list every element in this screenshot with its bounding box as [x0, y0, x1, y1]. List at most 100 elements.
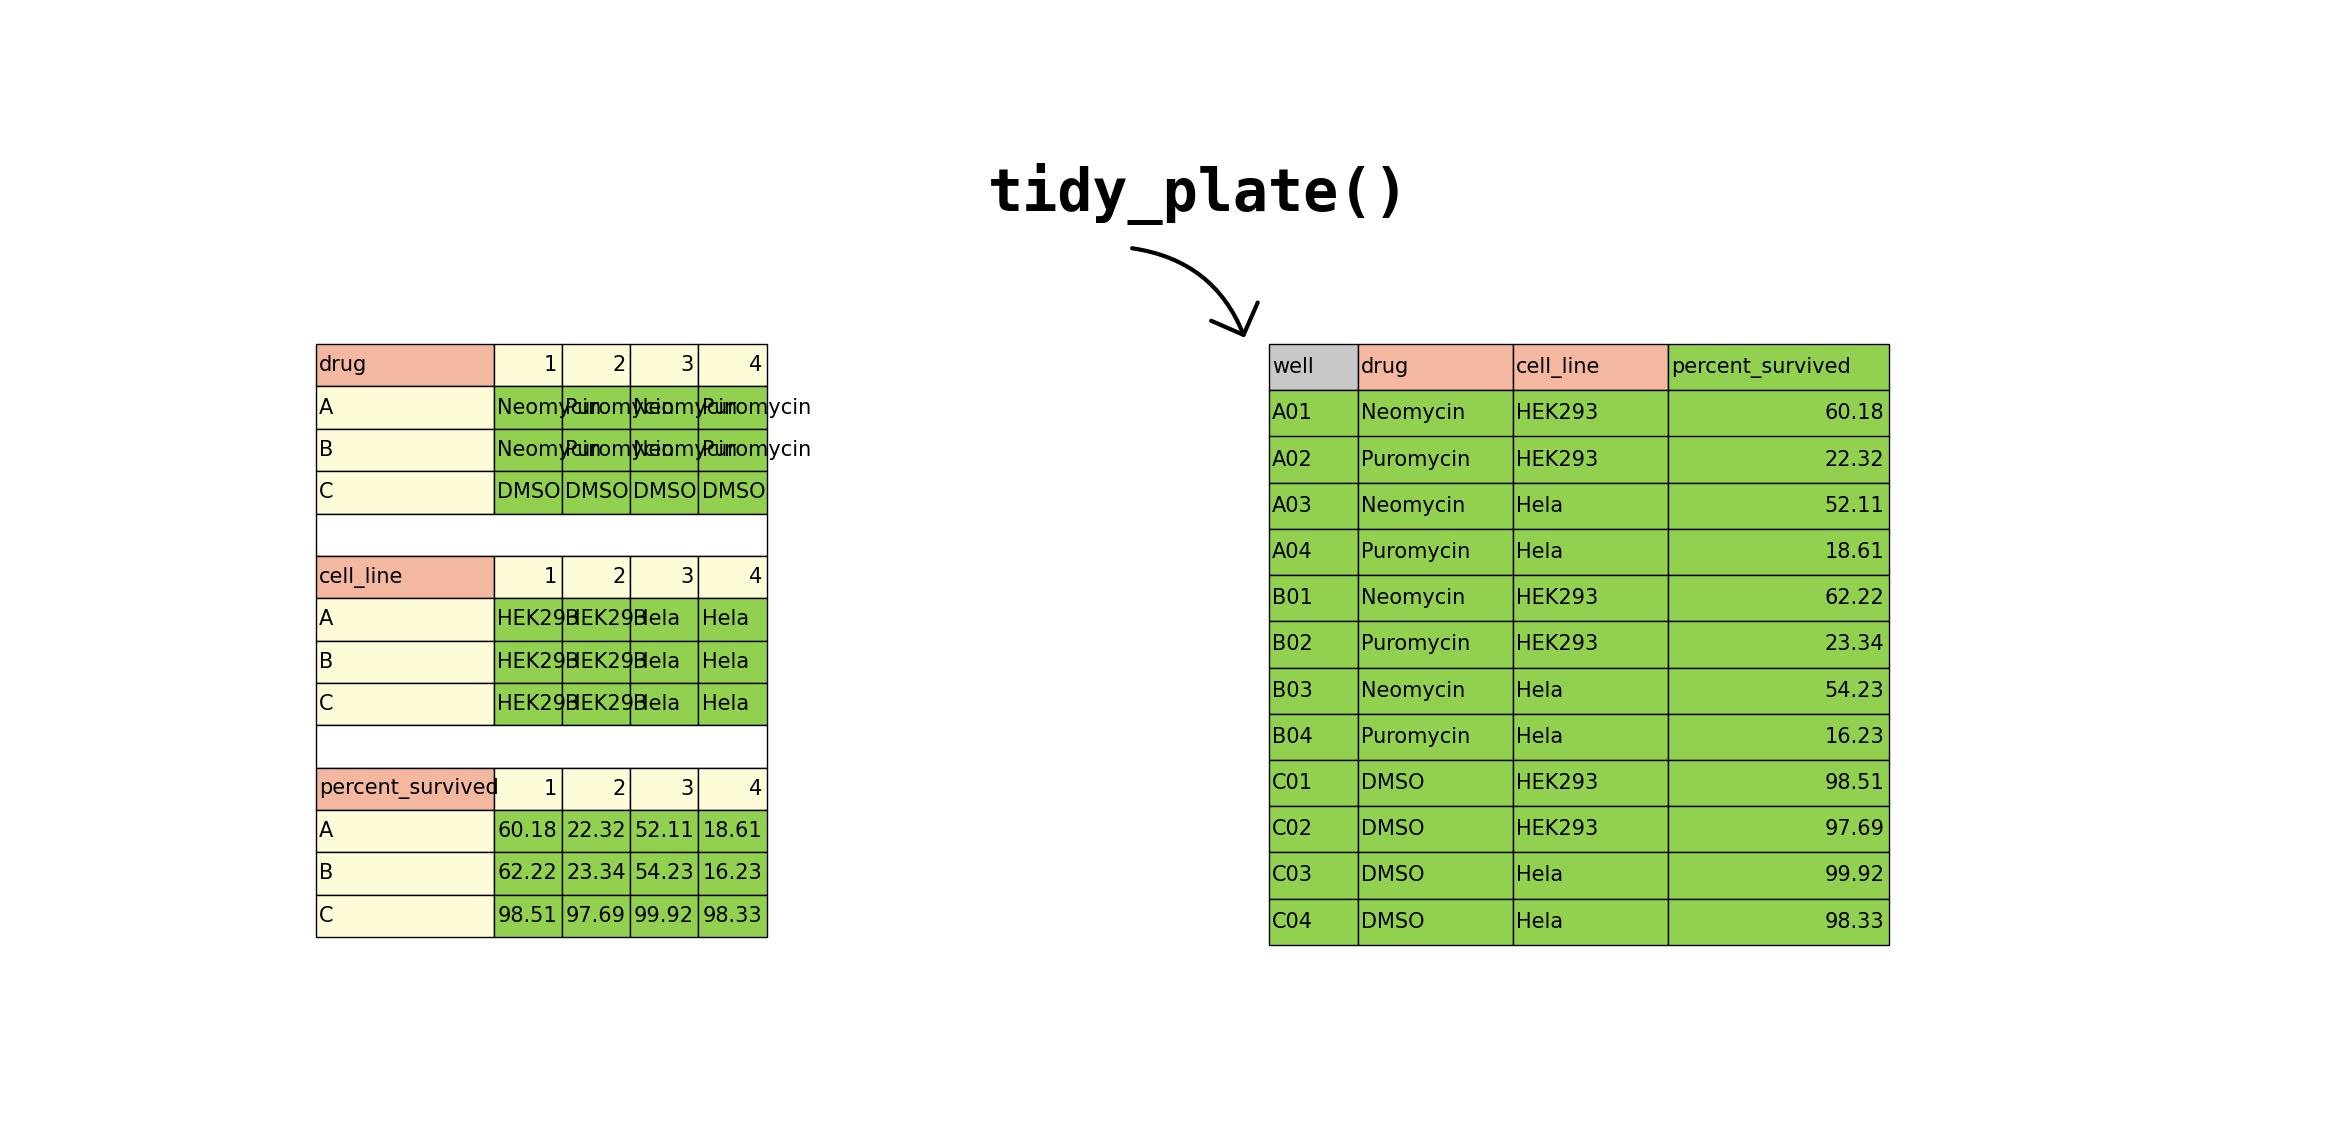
Bar	[699, 344, 767, 386]
Text: HEK293: HEK293	[1516, 634, 1598, 655]
Text: 2: 2	[613, 568, 625, 587]
Bar	[1359, 437, 1513, 482]
Bar	[1268, 852, 1359, 899]
Bar	[561, 429, 629, 471]
Bar	[699, 598, 767, 640]
Text: B: B	[318, 440, 332, 460]
Bar	[629, 640, 699, 683]
Bar	[1668, 437, 1890, 482]
Text: C04: C04	[1272, 911, 1312, 932]
Text: Neomycin: Neomycin	[496, 440, 601, 460]
Bar	[1268, 806, 1359, 852]
Bar	[1359, 344, 1513, 390]
Bar	[1513, 806, 1668, 852]
Text: drug: drug	[318, 355, 367, 376]
Text: 18.61: 18.61	[702, 821, 763, 841]
Bar	[1668, 760, 1890, 806]
Bar	[629, 386, 699, 429]
Text: 98.51: 98.51	[498, 906, 557, 926]
Text: A04: A04	[1272, 543, 1312, 562]
Bar	[1359, 575, 1513, 621]
Bar	[1268, 529, 1359, 575]
Text: 98.51: 98.51	[1824, 773, 1885, 793]
Bar	[629, 852, 699, 894]
Text: Hela: Hela	[1516, 726, 1562, 747]
Text: HEK293: HEK293	[1516, 403, 1598, 423]
Text: 99.92: 99.92	[1824, 865, 1885, 885]
Bar	[629, 556, 699, 598]
Text: 54.23: 54.23	[634, 864, 695, 883]
Bar	[699, 556, 767, 598]
Text: Hela: Hela	[634, 651, 681, 672]
Text: 4: 4	[748, 355, 763, 376]
Text: percent_survived: percent_survived	[1670, 356, 1850, 378]
Text: 97.69: 97.69	[1824, 819, 1885, 839]
Bar	[1513, 621, 1668, 667]
Text: DMSO: DMSO	[1361, 773, 1424, 793]
Bar	[1668, 899, 1890, 944]
Bar	[561, 640, 629, 683]
Bar	[561, 386, 629, 429]
Bar	[494, 767, 561, 810]
Text: DMSO: DMSO	[1361, 819, 1424, 839]
Text: A03: A03	[1272, 496, 1312, 515]
Bar	[629, 894, 699, 938]
Text: 16.23: 16.23	[1824, 726, 1885, 747]
Bar	[561, 894, 629, 938]
Bar	[699, 471, 767, 513]
Text: B: B	[318, 651, 332, 672]
Text: 98.33: 98.33	[702, 906, 763, 926]
Text: 97.69: 97.69	[566, 906, 625, 926]
Bar	[1268, 390, 1359, 437]
Text: DMSO: DMSO	[634, 482, 697, 503]
Bar	[699, 640, 767, 683]
Text: well: well	[1272, 358, 1315, 377]
Text: tidy_plate(): tidy_plate()	[987, 163, 1408, 225]
Bar	[1668, 852, 1890, 899]
Bar	[1513, 852, 1668, 899]
Bar	[1359, 714, 1513, 760]
Bar	[316, 598, 494, 640]
Text: 23.34: 23.34	[1824, 634, 1885, 655]
Text: C02: C02	[1272, 819, 1312, 839]
Bar	[1359, 621, 1513, 667]
Bar	[629, 767, 699, 810]
Bar	[561, 556, 629, 598]
Bar	[1268, 575, 1359, 621]
Text: DMSO: DMSO	[1361, 865, 1424, 885]
Text: A: A	[318, 397, 332, 418]
Bar	[1513, 344, 1668, 390]
Text: 1: 1	[545, 568, 557, 587]
Bar	[1513, 714, 1668, 760]
Text: 22.32: 22.32	[1824, 449, 1885, 470]
Text: Neomycin: Neomycin	[1361, 681, 1464, 700]
Bar	[1359, 390, 1513, 437]
Bar	[316, 513, 767, 556]
Text: HEK293: HEK293	[1516, 773, 1598, 793]
Bar	[494, 683, 561, 725]
Text: 3: 3	[681, 568, 695, 587]
Text: C: C	[318, 482, 332, 503]
Text: DMSO: DMSO	[566, 482, 629, 503]
Text: 2: 2	[613, 779, 625, 799]
Text: HEK293: HEK293	[1516, 819, 1598, 839]
Text: C03: C03	[1272, 865, 1312, 885]
Text: HEK293: HEK293	[1516, 588, 1598, 608]
Text: 2: 2	[613, 355, 625, 376]
Bar	[316, 556, 494, 598]
Bar	[316, 767, 494, 810]
Bar	[561, 683, 629, 725]
Bar	[1359, 760, 1513, 806]
Bar	[1268, 482, 1359, 529]
Text: Puromycin: Puromycin	[702, 440, 812, 460]
Text: B02: B02	[1272, 634, 1312, 655]
Text: Hela: Hela	[702, 609, 748, 630]
Bar	[699, 386, 767, 429]
Bar	[1513, 899, 1668, 944]
Bar	[1668, 714, 1890, 760]
Bar	[699, 810, 767, 852]
Bar	[629, 344, 699, 386]
Text: Neomycin: Neomycin	[1361, 588, 1464, 608]
Bar	[1359, 667, 1513, 714]
Bar	[1668, 621, 1890, 667]
